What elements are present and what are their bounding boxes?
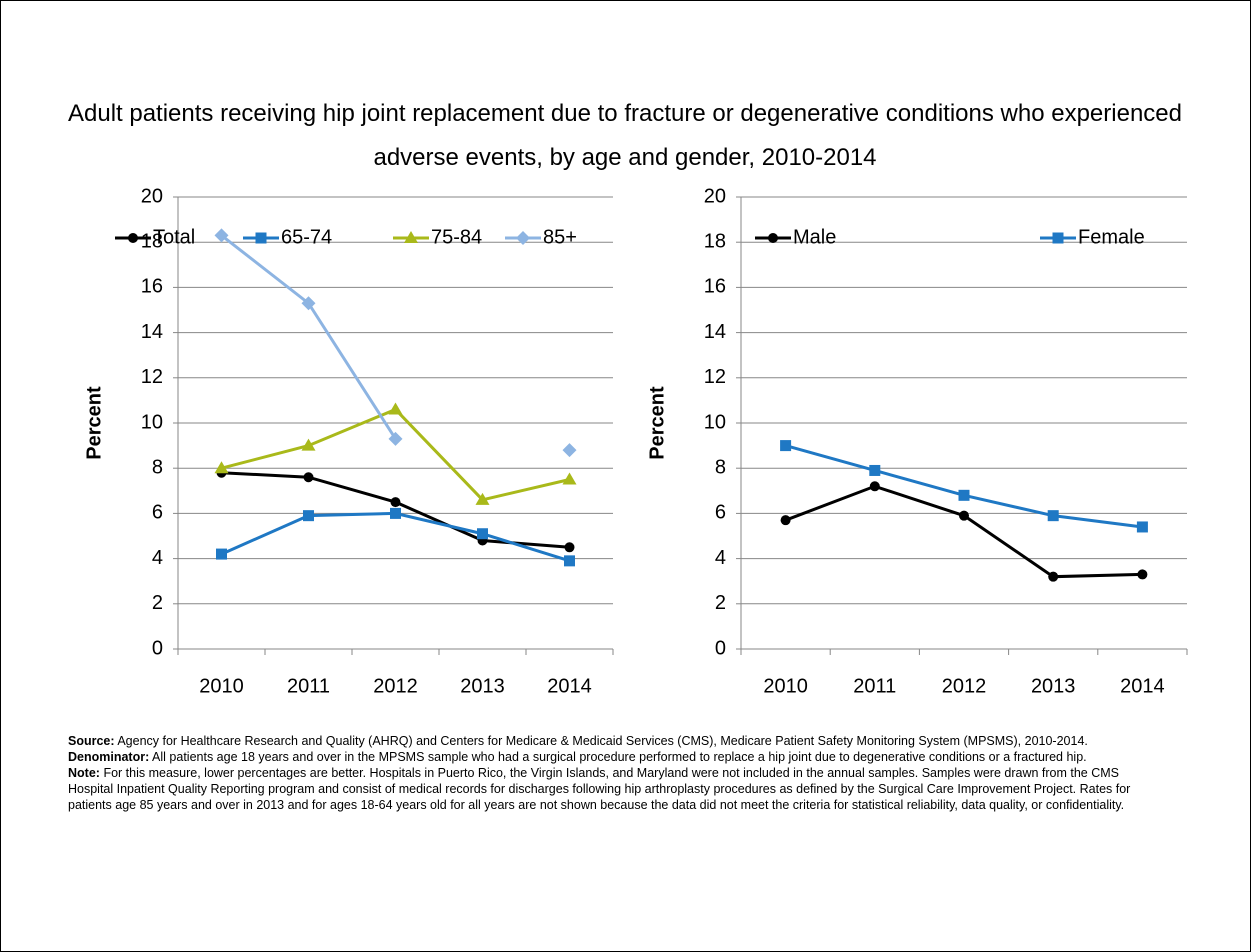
marker	[1052, 232, 1064, 244]
marker	[301, 438, 316, 451]
marker	[303, 472, 314, 483]
marker	[1048, 571, 1059, 582]
marker	[404, 231, 418, 243]
marker	[1137, 569, 1148, 580]
legend-label: Total	[153, 226, 195, 248]
x-tick-label: 2012	[373, 675, 418, 697]
marker	[516, 231, 530, 245]
note: Source: Agency for Healthcare Research a…	[68, 733, 1158, 749]
marker	[562, 443, 577, 458]
x-tick-label: 2011	[287, 675, 330, 697]
y-tick-label: 10	[141, 411, 163, 433]
y-axis-label: Percent	[646, 386, 668, 460]
marker	[216, 548, 227, 560]
marker	[564, 555, 575, 567]
note: Note: For this measure, lower percentage…	[68, 765, 1158, 813]
x-tick-label: 2012	[942, 675, 987, 697]
chart-title: Adult patients receiving hip joint repla…	[67, 100, 1182, 171]
marker	[475, 492, 490, 505]
legend-label: 75-84	[431, 226, 482, 248]
y-tick-label: 20	[141, 185, 163, 207]
y-tick-label: 16	[141, 276, 163, 298]
marker	[959, 510, 969, 521]
x-tick-label: 2013	[1031, 675, 1076, 697]
y-tick-label: 2	[152, 592, 163, 614]
marker	[958, 489, 970, 501]
marker	[564, 542, 575, 553]
note-text: For this measure, lower percentages are …	[68, 766, 1131, 812]
y-tick-label: 8	[715, 456, 726, 478]
y-axis-label: Percent	[83, 386, 105, 460]
y-tick-label: 0	[152, 637, 163, 659]
marker	[869, 464, 881, 476]
y-tick-label: 12	[141, 366, 163, 388]
x-tick-label: 2010	[763, 675, 808, 697]
marker	[780, 440, 792, 452]
marker	[562, 472, 577, 485]
marker	[255, 232, 267, 244]
marker	[388, 402, 403, 415]
y-tick-label: 14	[141, 321, 163, 343]
y-tick-label: 4	[152, 547, 163, 569]
y-tick-label: 12	[704, 366, 726, 388]
note: Denominator: All patients age 18 years a…	[68, 749, 1158, 765]
note-label: Source:	[68, 734, 115, 748]
x-tick-label: 2010	[199, 675, 244, 697]
y-tick-label: 6	[152, 502, 163, 524]
y-tick-label: 14	[704, 321, 726, 343]
x-tick-label: 2014	[1120, 675, 1165, 697]
legend-label: Male	[793, 226, 836, 248]
marker	[388, 431, 403, 446]
marker	[869, 481, 880, 492]
y-tick-label: 8	[152, 456, 163, 478]
marker	[214, 461, 229, 474]
marker	[301, 296, 316, 311]
marker	[390, 497, 401, 508]
y-tick-label: 20	[704, 185, 726, 207]
note-label: Denominator:	[68, 750, 150, 764]
y-tick-label: 0	[715, 637, 726, 659]
y-tick-label: 2	[715, 592, 726, 614]
marker	[477, 528, 488, 540]
note-text: All patients age 18 years and over in th…	[152, 750, 1087, 764]
marker	[1136, 521, 1148, 533]
marker	[303, 510, 314, 522]
x-tick-label: 2013	[460, 675, 505, 697]
series-line	[220, 511, 570, 563]
marker	[128, 233, 138, 243]
y-tick-label: 18	[141, 230, 163, 252]
marker	[390, 507, 401, 519]
x-tick-label: 2011	[853, 675, 896, 697]
marker	[780, 515, 791, 526]
y-tick-label: 4	[715, 547, 726, 569]
y-tick-label: 16	[704, 276, 726, 298]
series-line	[222, 235, 570, 450]
legend-label: 65-74	[281, 226, 332, 248]
y-tick-label: 10	[704, 411, 726, 433]
marker	[1047, 510, 1059, 522]
y-tick-label: 6	[715, 502, 726, 524]
note-label: Note:	[68, 766, 100, 780]
marker	[214, 228, 229, 243]
x-tick-label: 2014	[547, 675, 592, 697]
note-text: Agency for Healthcare Research and Quali…	[117, 734, 1088, 748]
y-tick-label: 18	[704, 230, 726, 252]
notes: Source: Agency for Healthcare Research a…	[68, 733, 1158, 813]
legend-label: 85+	[543, 226, 577, 248]
marker	[768, 233, 778, 243]
legend-label: Female	[1078, 226, 1145, 248]
